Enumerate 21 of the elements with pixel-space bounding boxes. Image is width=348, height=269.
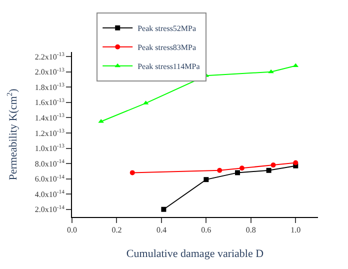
y-tick-label: 1.2x10$^{-13}$ bbox=[34, 128, 65, 138]
y-tick-label: 2.0x10$^{-14}$ bbox=[34, 204, 65, 214]
x-tick-label: 0.8 bbox=[246, 226, 256, 235]
x-tick-label: 1.0 bbox=[290, 226, 301, 235]
x-tick-label: 0.2 bbox=[112, 226, 122, 235]
x-tick-label: 0.0 bbox=[67, 226, 77, 235]
y-tick-label: 8.0x10$^{-14}$ bbox=[34, 158, 65, 168]
y-tick-label: 1.0x10$^{-13}$ bbox=[34, 144, 65, 154]
y-tick-label: 4.0x10$^{-14}$ bbox=[34, 190, 65, 199]
y-tick-label: 1.8x10$^{-13}$ bbox=[34, 82, 65, 92]
y-tick-label: 2.0x10$^{-13}$ bbox=[34, 67, 65, 77]
x-axis-title: Cumulative damage variable D bbox=[126, 248, 264, 260]
legend-label: Peak stress114MPa bbox=[138, 62, 200, 72]
y-tick-label: 1.6x10$^{-13}$ bbox=[34, 98, 65, 108]
y-tick-label: 2.2x10$^{-13}$ bbox=[34, 52, 65, 62]
x-tick-label: 0.4 bbox=[156, 226, 166, 235]
legend-label: Peak stress52MPa bbox=[138, 24, 196, 34]
x-tick-label: 0.6 bbox=[201, 226, 212, 235]
y-tick-label: 1.4x10$^{-13}$ bbox=[34, 113, 65, 122]
y-tick-label: 6.0x10$^{-14}$ bbox=[34, 174, 65, 184]
legend-label: Peak stress83MPa bbox=[138, 43, 196, 52]
